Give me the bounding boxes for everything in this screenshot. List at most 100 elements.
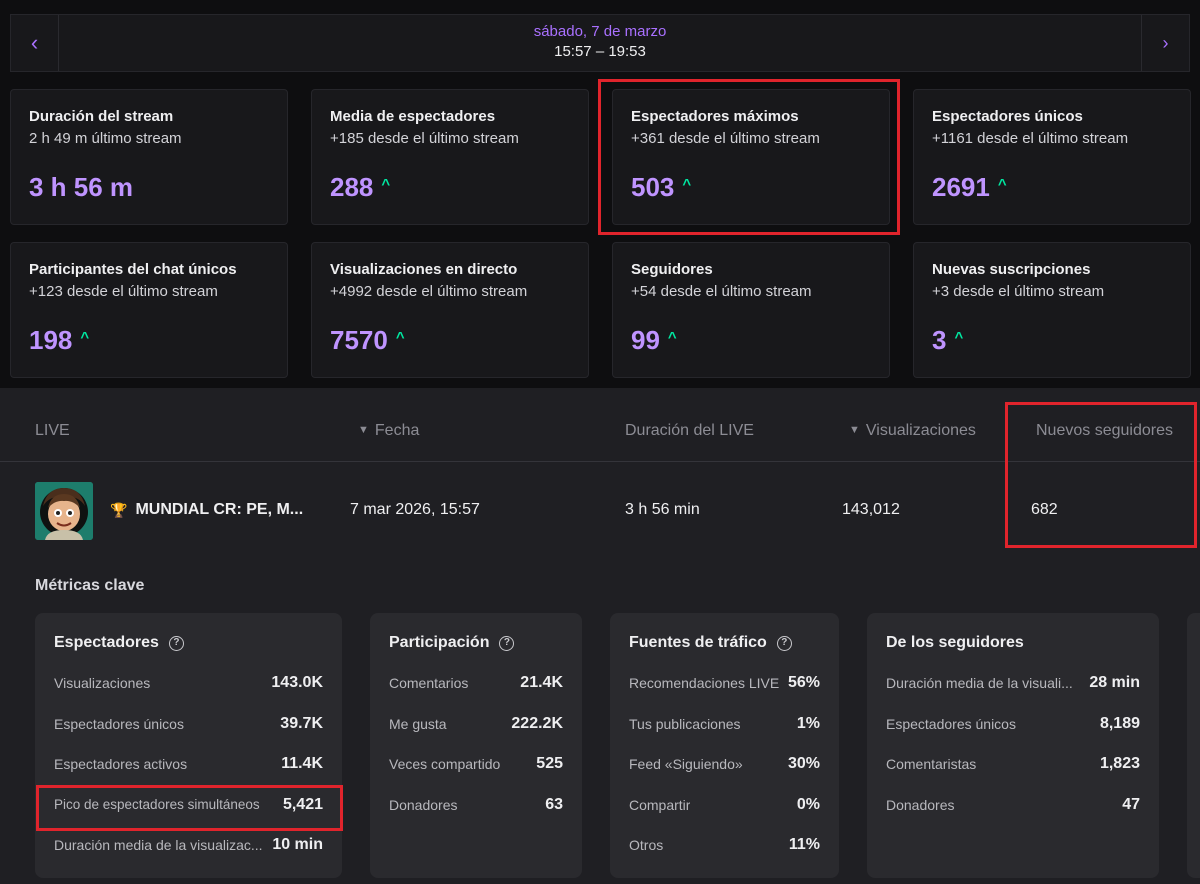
trend-up-icon: ^ [667, 329, 677, 346]
metric-row: Espectadores únicos 8,189 [886, 704, 1140, 745]
stat-card-value: 288 [330, 172, 374, 202]
trend-up-icon: ^ [80, 329, 90, 346]
stat-card-subtitle: +3 desde el último stream [932, 283, 1105, 300]
stream-summary-section: ‹ sábado, 7 de marzo 15:57 – 19:53 › Dur… [0, 0, 1200, 388]
metric-value: 39.7K [280, 714, 323, 732]
metric-row: Me gusta 222.2K [389, 704, 563, 745]
metric-row: Veces compartido 525 [389, 744, 563, 785]
metric-value: 11.4K [281, 755, 323, 773]
metric-label: Veces compartido [389, 756, 501, 773]
column-header-date[interactable]: ▼ Fecha [358, 422, 419, 440]
metrics-card-title: De los seguidores [886, 634, 1024, 651]
metric-label: Otros [629, 837, 664, 854]
metric-value: 30% [787, 755, 820, 773]
metric-label: Duración media de la visualizac... [54, 837, 263, 854]
stat-card-value: 198 [29, 325, 73, 355]
highlight-box-peak-viewers [36, 785, 343, 831]
stat-card-value: 503 [631, 172, 675, 202]
metric-row: Comentarios 21.4K [389, 663, 563, 704]
trend-up-icon: ^ [395, 329, 405, 346]
live-title[interactable]: 🏆 MUNDIAL CR: PE, M... [110, 501, 303, 519]
metric-label: Comentarios [389, 675, 469, 692]
previous-stream-button[interactable]: ‹ [11, 15, 59, 71]
metric-row: Comentaristas 1,823 [886, 744, 1140, 785]
metrics-card-viewers: Espectadores? Visualizaciones 143.0K Espe… [35, 613, 342, 878]
cell-duration: 3 h 56 min [625, 501, 700, 518]
trend-up-icon: ^ [381, 176, 391, 193]
metric-row: Feed «Siguiendo» 30% [629, 744, 820, 785]
metric-value: 56% [787, 674, 820, 692]
metric-value: 143.0K [271, 674, 323, 692]
metric-value: 0% [796, 795, 820, 813]
metric-value: 1% [796, 714, 820, 732]
trophy-icon: 🏆 [110, 501, 128, 518]
stat-card-stream-duration: Duración del stream 2 h 49 m último stre… [10, 89, 288, 225]
metric-value: 5,421 [282, 795, 323, 813]
stream-date-label: sábado, 7 de marzo [533, 23, 667, 40]
stat-card-subtitle: +54 desde el último stream [631, 283, 812, 300]
chevron-right-icon: › [1162, 32, 1169, 53]
metrics-card-title: Espectadores [54, 634, 159, 651]
chevron-left-icon: ‹ [30, 30, 39, 55]
metric-row: Donadores 63 [389, 785, 563, 826]
avatar-image [35, 482, 93, 540]
stat-card-value: 3 [932, 325, 947, 355]
metric-row: Compartir 0% [629, 785, 820, 826]
metric-label: Comentaristas [886, 756, 977, 773]
metric-row: Pico de espectadores simultáneos 5,421 [54, 785, 323, 826]
metric-label: Recomendaciones LIVE [629, 675, 780, 692]
stat-card-title: Media de espectadores [330, 108, 496, 125]
stat-card-subtitle: 2 h 49 m último stream [29, 130, 182, 147]
metrics-card-partial [1187, 613, 1200, 878]
stat-card-title: Participantes del chat únicos [29, 261, 237, 278]
metric-label: Tus publicaciones [629, 715, 741, 732]
date-navigator: ‹ sábado, 7 de marzo 15:57 – 19:53 › [10, 14, 1190, 72]
stream-date: sábado, 7 de marzo 15:57 – 19:53 [11, 22, 1189, 62]
trend-up-icon: ^ [997, 176, 1007, 193]
metric-value: 10 min [272, 836, 323, 854]
stat-card-max-viewers: Espectadores máximos +361 desde el últim… [612, 89, 890, 225]
live-table-header: LIVE ▼ Fecha Duración del LIVE ▼ Visualiza… [0, 400, 1200, 462]
stat-card-unique-chatters: Participantes del chat únicos +123 desde… [10, 242, 288, 378]
metric-value: 47 [1122, 795, 1140, 813]
column-header-views[interactable]: ▼ Visualizaciones [849, 422, 976, 440]
metric-row: Visualizaciones 143.0K [54, 663, 323, 704]
column-header-label: Visualizaciones [865, 422, 976, 439]
stat-card-subtitle: +123 desde el último stream [29, 283, 218, 300]
metric-row: Tus publicaciones 1% [629, 704, 820, 745]
metrics-card-traffic-sources: Fuentes de tráfico? Recomendaciones LIVE… [610, 613, 839, 878]
column-header-live: LIVE [35, 422, 70, 439]
cell-date: 7 mar 2026, 15:57 [350, 501, 480, 518]
help-icon[interactable]: ? [776, 635, 792, 651]
table-row[interactable]: 🏆 MUNDIAL CR: PE, M... 7 mar 2026, 15:57… [0, 462, 1200, 554]
help-icon[interactable]: ? [168, 635, 184, 651]
metrics-card-title: Participación [389, 634, 490, 651]
metrics-card-from-followers: De los seguidores Duración media de la v… [867, 613, 1159, 878]
next-stream-button[interactable]: › [1141, 15, 1189, 71]
cell-new-followers: 682 [1031, 501, 1058, 518]
stat-card-title: Visualizaciones en directo [330, 261, 518, 278]
metrics-card-participation: Participación? Comentarios 21.4K Me gusta… [370, 613, 582, 878]
trend-up-icon: ^ [954, 329, 964, 346]
metric-row: Recomendaciones LIVE 56% [629, 663, 820, 704]
trend-up-icon: ^ [682, 176, 692, 193]
metric-label: Duración media de la visuali... [886, 675, 1073, 692]
stat-card-subtitle: +361 desde el último stream [631, 130, 820, 147]
stat-card-followers: Seguidores +54 desde el último stream 99… [612, 242, 890, 378]
sort-descending-icon: ▼ [358, 424, 369, 436]
metric-label: Me gusta [389, 715, 447, 732]
metric-value: 1,823 [1099, 755, 1140, 773]
metric-value: 21.4K [520, 674, 563, 692]
metric-label: Feed «Siguiendo» [629, 756, 743, 773]
stat-card-title: Nuevas suscripciones [932, 261, 1091, 278]
stat-card-title: Duración del stream [29, 108, 174, 125]
metric-label: Donadores [886, 796, 955, 813]
column-header-duration: Duración del LIVE [625, 422, 754, 439]
metric-label: Compartir [629, 796, 691, 813]
stat-card-value: 3 h 56 m [29, 172, 134, 202]
metric-label: Espectadores únicos [886, 715, 1016, 732]
help-icon[interactable]: ? [499, 635, 515, 651]
metric-label: Espectadores activos [54, 756, 188, 773]
stat-card-live-views: Visualizaciones en directo +4992 desde e… [311, 242, 589, 378]
metric-value: 525 [536, 755, 563, 773]
